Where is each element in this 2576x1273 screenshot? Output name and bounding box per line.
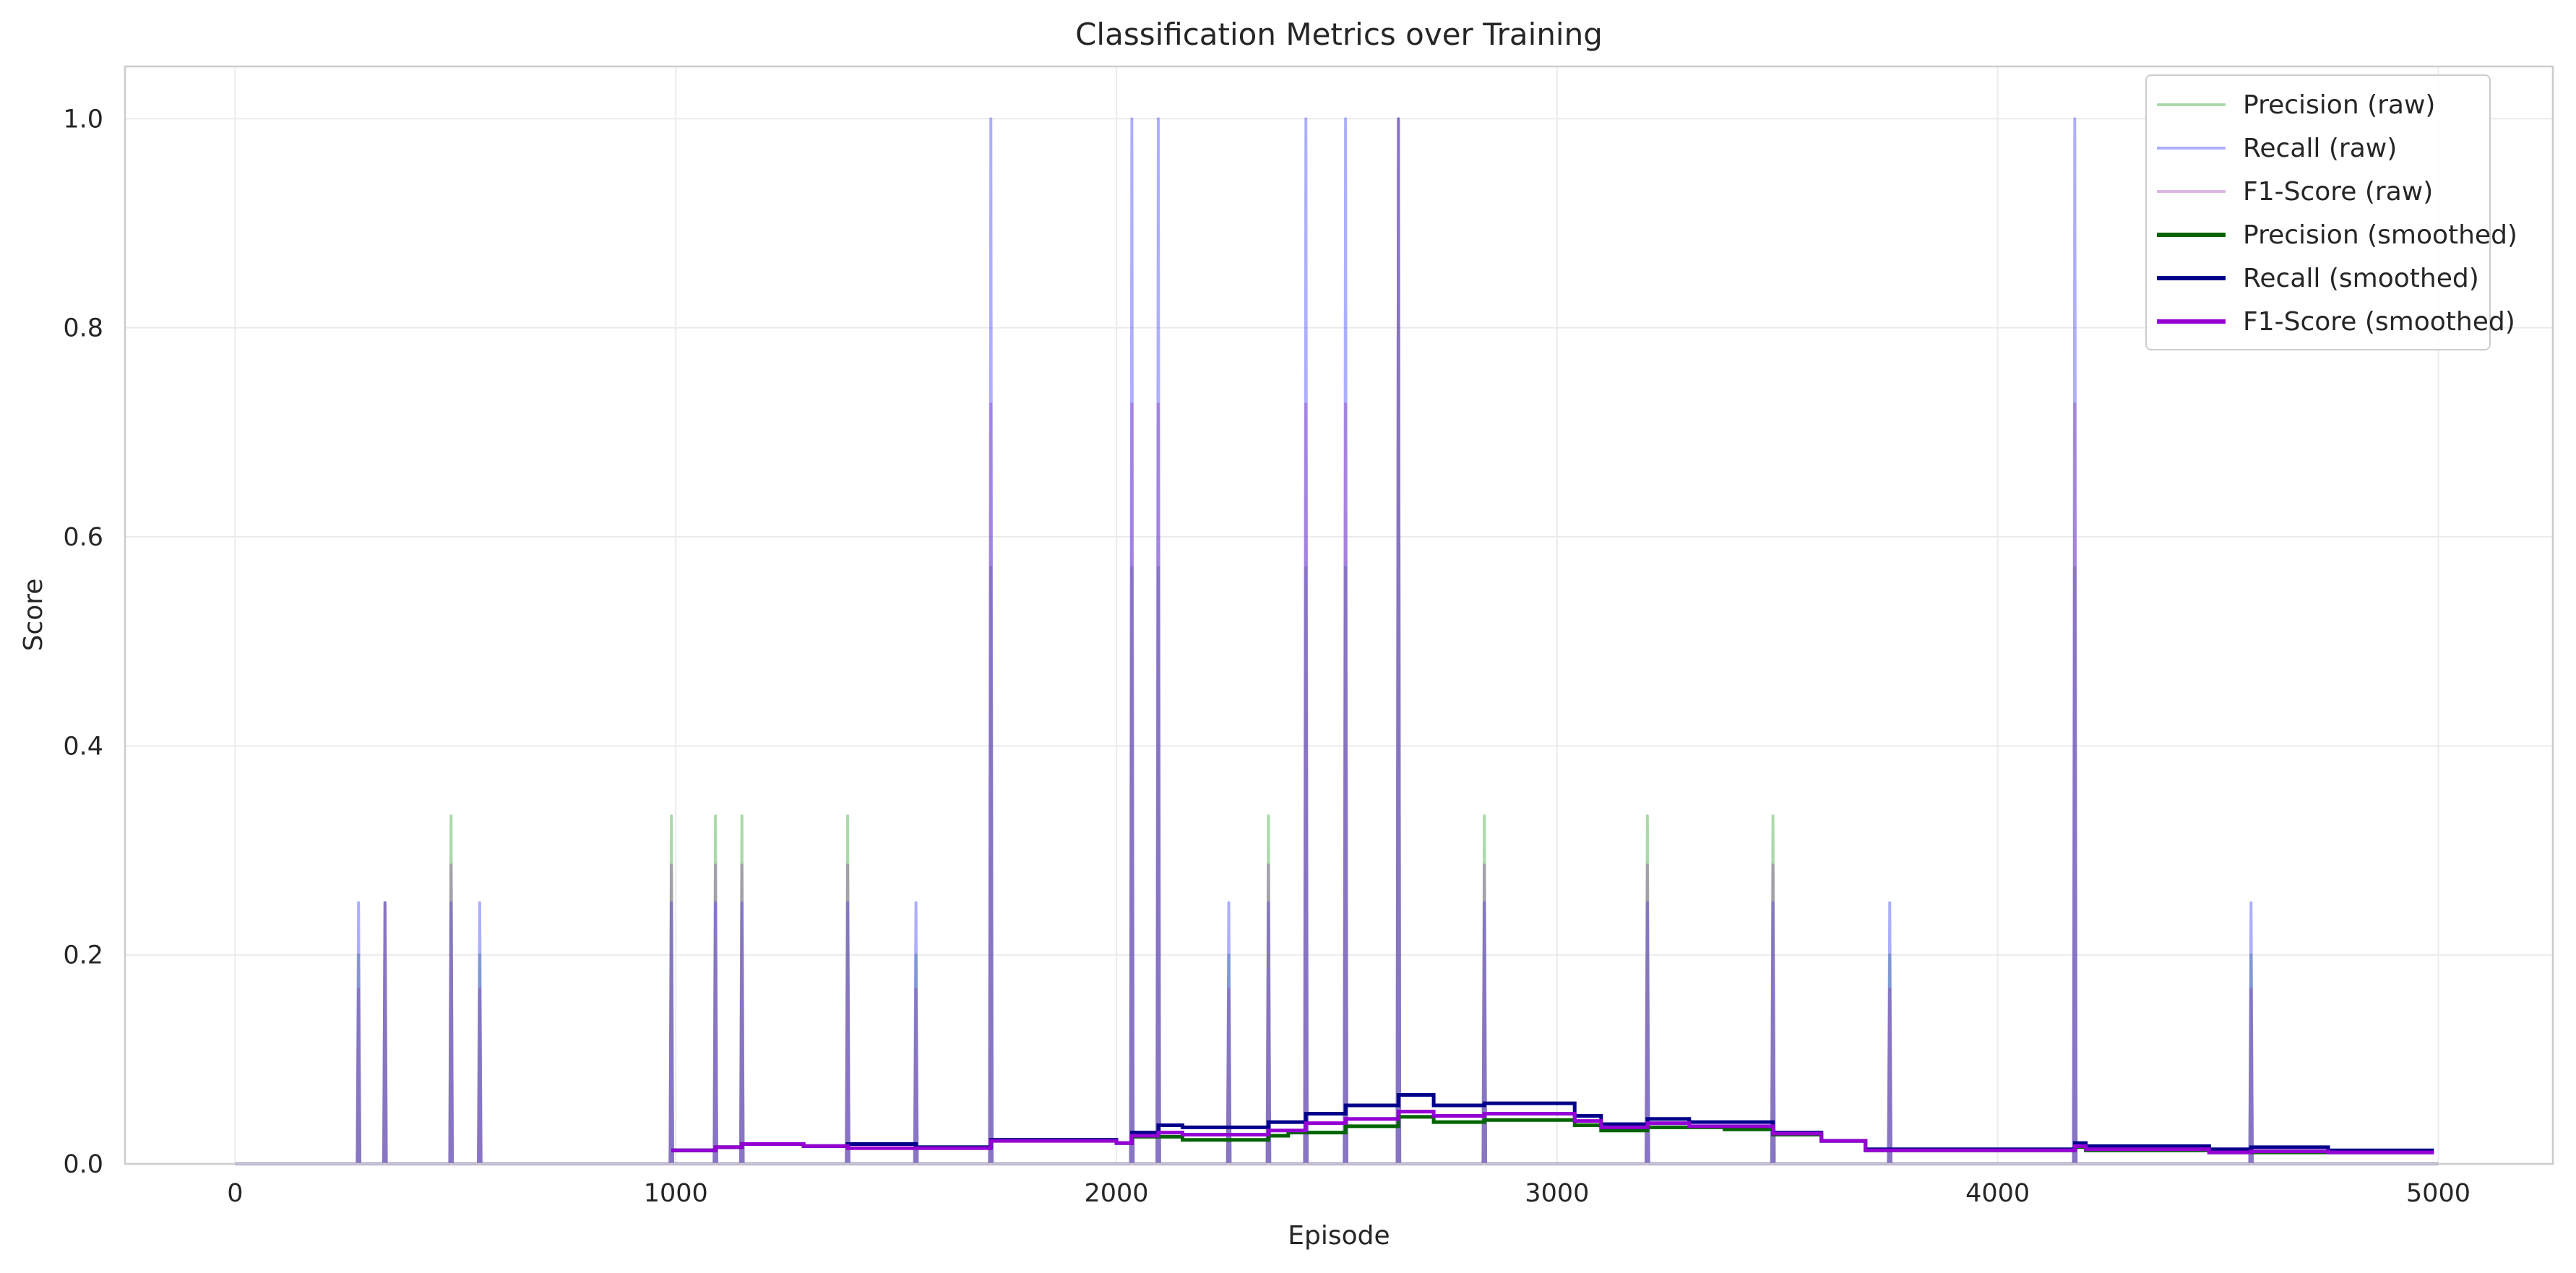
raw-line-recall xyxy=(235,117,2439,1165)
chart-title: Classification Metrics over Training xyxy=(1075,17,1603,52)
y-axis-label: Score xyxy=(19,579,48,652)
legend-label: Recall (smoothed) xyxy=(2243,264,2479,293)
legend-label: Recall (raw) xyxy=(2243,134,2397,163)
x-axis-label: Episode xyxy=(1288,1221,1390,1251)
plot-area-frame xyxy=(124,65,2554,1165)
y-tick-label: 0.8 xyxy=(63,314,103,343)
legend-label: Precision (raw) xyxy=(2243,90,2435,120)
x-tick-label: 1000 xyxy=(644,1179,708,1208)
y-tick-label: 0.2 xyxy=(63,941,103,970)
legend-box xyxy=(2145,74,2491,350)
smoothed-series-layer xyxy=(671,1093,2434,1155)
y-tick-label: 0.6 xyxy=(63,523,103,552)
raw-series-layer xyxy=(235,117,2439,1165)
raw-line-f1 xyxy=(235,117,2439,1165)
x-tick-label: 2000 xyxy=(1085,1179,1149,1208)
x-tick-label: 0 xyxy=(227,1179,243,1208)
legend-label: Precision (smoothed) xyxy=(2243,220,2517,250)
y-tick-label: 0.4 xyxy=(63,732,103,761)
x-axis-ticks: 0 1000 2000 3000 4000 5000 xyxy=(227,1179,2471,1208)
x-tick-label: 3000 xyxy=(1525,1179,1589,1208)
x-tick-label: 5000 xyxy=(2406,1179,2471,1208)
y-tick-label: 0.0 xyxy=(63,1150,103,1179)
y-axis-ticks: 0.0 0.2 0.4 0.6 0.8 1.0 xyxy=(63,105,103,1179)
y-tick-label: 1.0 xyxy=(63,105,103,134)
legend-label: F1-Score (smoothed) xyxy=(2243,307,2515,337)
legend: Precision (raw) Recall (raw) F1-Score (raw… xyxy=(2145,74,2517,350)
smoothed-line-2 xyxy=(671,1110,2434,1155)
legend-items: Precision (raw) Recall (raw) F1-Score (raw… xyxy=(2157,90,2517,337)
x-tick-label: 4000 xyxy=(1965,1179,2030,1208)
legend-label: F1-Score (raw) xyxy=(2243,177,2433,207)
raw-line-precision xyxy=(235,117,2439,1165)
